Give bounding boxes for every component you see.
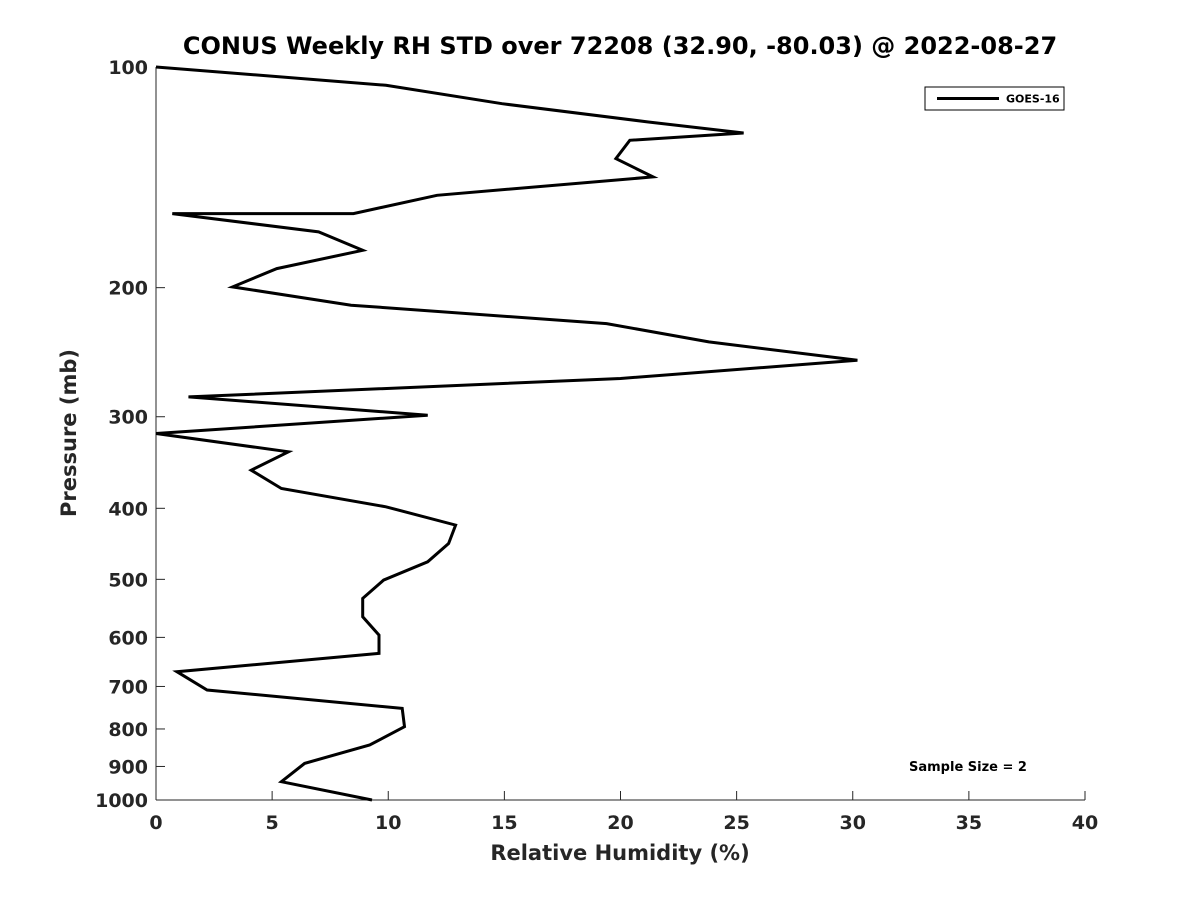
series-line-goes16: [155, 65, 858, 802]
x-tick-label: 30: [840, 812, 866, 834]
legend-label-goes16: GOES-16: [1006, 93, 1060, 106]
y-axis-ticks: 100 200 300 400 500 600 700 800 900 1000: [95, 57, 165, 812]
x-axis-label: Relative Humidity (%): [490, 841, 749, 865]
y-tick-label: 100: [108, 57, 148, 79]
legend: GOES-16: [924, 86, 1065, 111]
x-tick-label: 40: [1072, 812, 1098, 834]
x-tick-label: 0: [149, 812, 162, 834]
y-tick-label: 900: [108, 756, 148, 778]
x-tick-label: 15: [491, 812, 517, 834]
x-tick-label: 25: [723, 812, 749, 834]
series-layer: [155, 65, 858, 802]
x-tick-label: 5: [266, 812, 279, 834]
y-tick-label: 1000: [95, 790, 148, 812]
chart-title: CONUS Weekly RH STD over 72208 (32.90, -…: [183, 32, 1057, 60]
y-tick-label: 700: [108, 676, 148, 698]
y-tick-label: 400: [108, 498, 148, 520]
x-tick-label: 35: [956, 812, 982, 834]
x-tick-label: 20: [607, 812, 633, 834]
y-tick-label: 200: [108, 278, 148, 300]
y-axis-label: Pressure (mb): [57, 349, 81, 517]
y-tick-label: 500: [108, 569, 148, 591]
y-tick-label: 600: [108, 627, 148, 649]
sample-size-annotation: Sample Size = 2: [909, 760, 1027, 775]
x-tick-label: 10: [375, 812, 401, 834]
y-tick-label: 300: [108, 407, 148, 429]
y-tick-label: 800: [108, 719, 148, 741]
x-axis-ticks: 0 5 10 15 20 25 30 35 40: [149, 791, 1098, 834]
